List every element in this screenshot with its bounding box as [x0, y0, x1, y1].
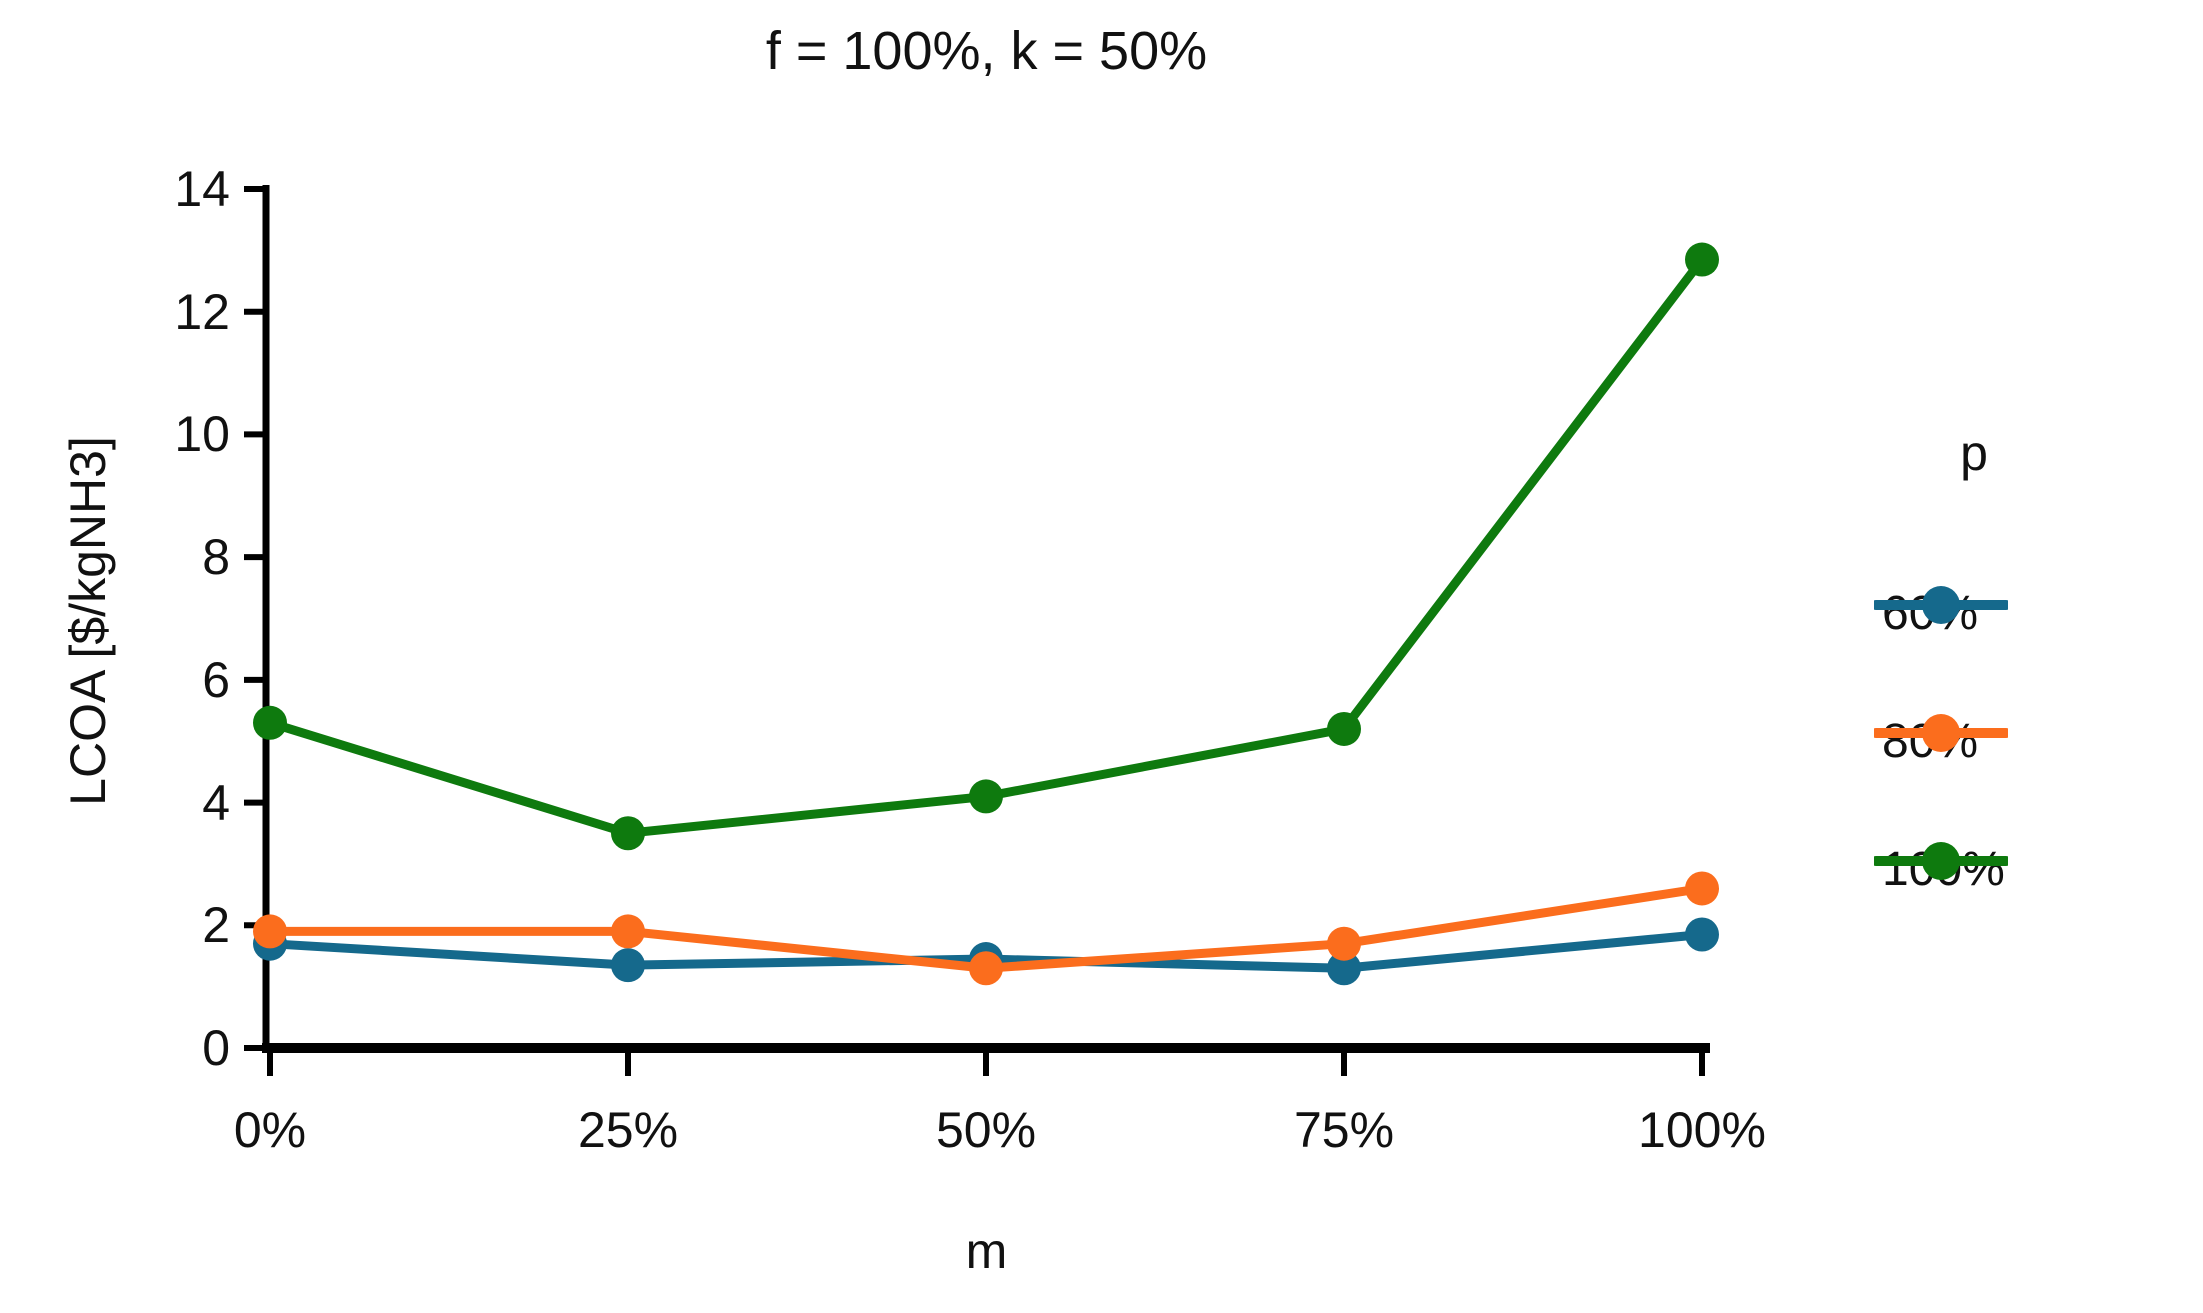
data-point-80%	[1327, 926, 1361, 961]
chart-title: f = 100%, k = 50%	[765, 21, 1208, 81]
y-tick-label: 10	[174, 406, 230, 463]
legend-item-60%: 60%	[1874, 581, 2008, 645]
data-point-80%	[1685, 871, 1719, 906]
y-tick-label: 8	[202, 529, 230, 586]
data-point-80%	[253, 914, 287, 949]
legend-title: p	[1960, 425, 1988, 481]
y-tick-label: 12	[174, 283, 230, 340]
series-line-100%	[265, 255, 1707, 838]
data-point-100%	[969, 779, 1003, 814]
x-axis-title: m	[965, 1223, 1008, 1279]
x-tick-label: 75%	[1293, 1102, 1395, 1158]
legend: p 60% 80% 100%	[1858, 0, 2203, 1000]
data-point-100%	[253, 705, 287, 740]
legend-item-80%: 80%	[1874, 709, 2008, 773]
data-point-60%	[1685, 917, 1719, 952]
legend-marker-icon	[1874, 586, 2008, 624]
y-tick-label: 6	[202, 651, 230, 708]
y-tick-label: 14	[174, 161, 230, 217]
y-tick-label: 0	[202, 1020, 230, 1076]
y-tick-label: 4	[202, 774, 230, 831]
x-tick-label: 25%	[577, 1102, 679, 1158]
data-point-80%	[611, 914, 645, 949]
data-point-80%	[969, 951, 1003, 986]
x-tick-label: 100%	[1638, 1102, 1766, 1158]
data-point-60%	[1327, 951, 1361, 986]
data-point-100%	[1327, 711, 1361, 746]
legend-marker-icon	[1874, 842, 2008, 880]
legend-marker-icon	[1874, 714, 2008, 752]
x-tick-label: 0%	[233, 1102, 307, 1158]
y-tick-label: 2	[202, 897, 230, 954]
data-point-100%	[1685, 242, 1719, 277]
data-point-60%	[611, 948, 645, 983]
x-tick-label: 50%	[935, 1102, 1037, 1158]
legend-item-100%: 100%	[1874, 837, 2008, 901]
data-point-100%	[611, 816, 645, 851]
